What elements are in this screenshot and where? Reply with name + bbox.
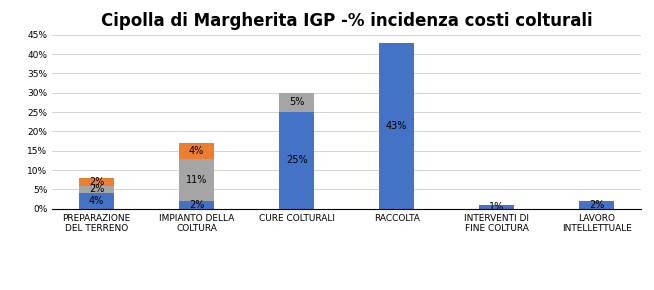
Bar [279, 93, 314, 112]
Text: 4%: 4% [89, 196, 104, 206]
Bar [79, 186, 114, 193]
Bar [379, 43, 414, 209]
Text: 2%: 2% [189, 200, 204, 210]
Bar [179, 201, 214, 209]
Text: 2%: 2% [89, 184, 104, 195]
Bar [79, 193, 114, 209]
Text: 1%: 1% [489, 202, 504, 212]
Text: 11%: 11% [186, 175, 207, 185]
Text: 4%: 4% [189, 146, 204, 156]
Bar [179, 159, 214, 201]
Title: Cipolla di Margherita IGP -% incidenza costi colturali: Cipolla di Margherita IGP -% incidenza c… [101, 12, 593, 30]
Bar [479, 205, 514, 209]
Text: 2%: 2% [589, 200, 604, 210]
Bar [279, 112, 314, 209]
Bar [79, 178, 114, 186]
Text: 5%: 5% [289, 97, 304, 108]
Bar [579, 201, 614, 209]
Text: 25%: 25% [286, 155, 307, 166]
Text: 43%: 43% [386, 121, 407, 131]
Bar [179, 143, 214, 159]
Text: 2%: 2% [89, 177, 104, 187]
